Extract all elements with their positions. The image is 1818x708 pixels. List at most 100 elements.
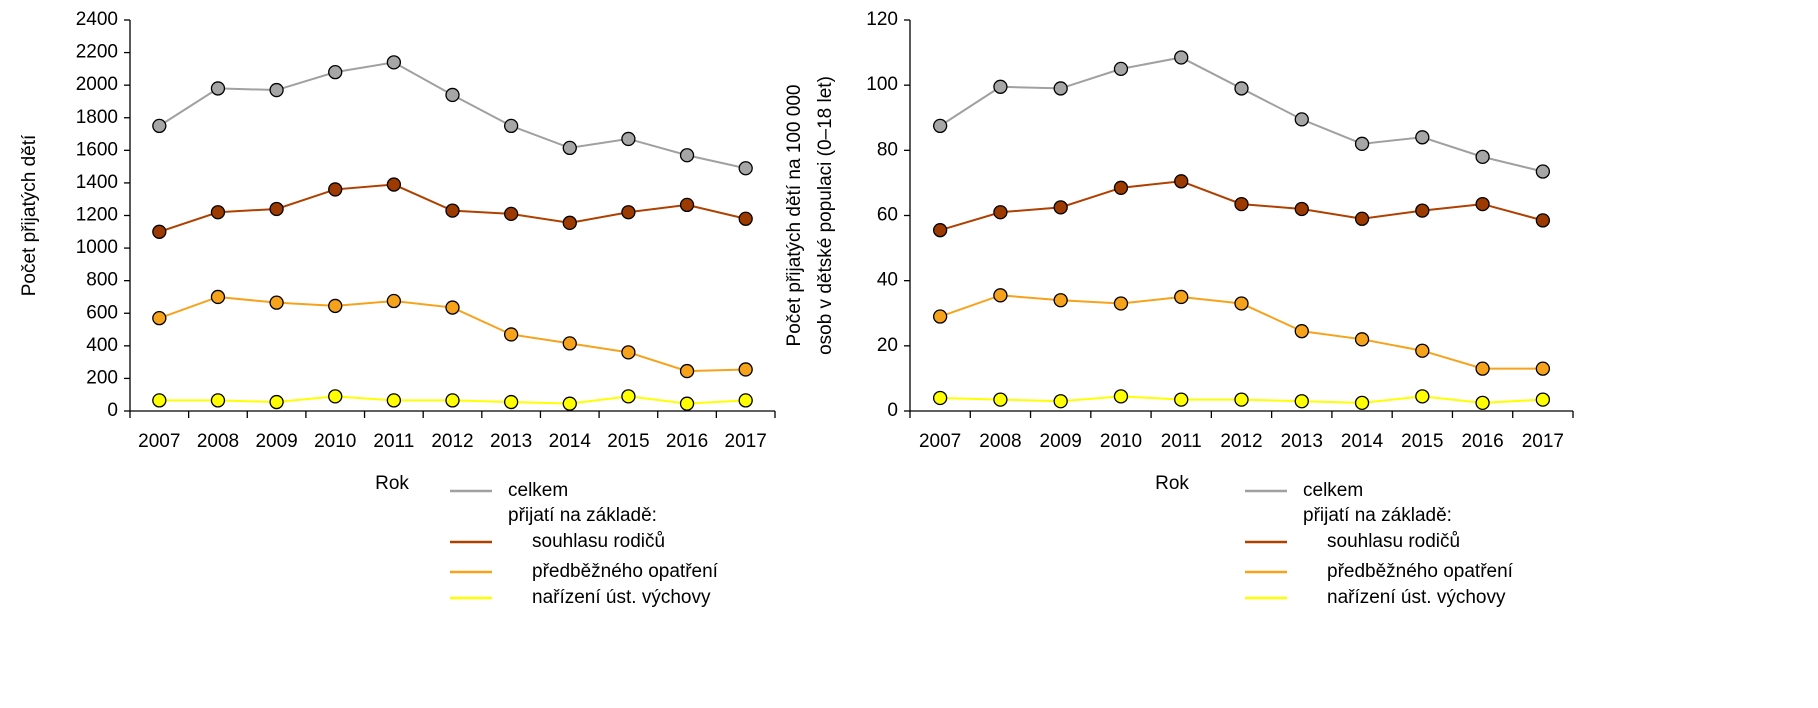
x-tick-label: 2007 — [919, 431, 961, 452]
marker — [328, 64, 343, 80]
marker — [445, 203, 460, 218]
marker — [932, 390, 948, 406]
marker — [738, 393, 753, 408]
marker — [1475, 395, 1490, 411]
legend-label: souhlasu rodičů — [532, 531, 665, 552]
marker — [1294, 112, 1309, 127]
legend-label: nařízení úst. výchovy — [532, 587, 711, 608]
marker — [386, 55, 402, 70]
marker — [562, 140, 577, 156]
x-tick-label: 2013 — [1281, 431, 1323, 452]
marker — [1174, 50, 1189, 65]
marker — [1113, 296, 1129, 311]
marker — [738, 161, 753, 176]
x-tick-label: 2011 — [373, 431, 414, 452]
marker — [1354, 395, 1370, 411]
y-tick-label: 100 — [866, 74, 898, 95]
marker — [210, 393, 226, 408]
marker — [993, 392, 1008, 407]
marker — [562, 396, 577, 411]
marker — [1354, 136, 1370, 151]
y-axis-label: osob v dětské populaci (0–18 let) — [815, 76, 836, 355]
x-tick-label: 2015 — [1401, 431, 1443, 452]
marker — [679, 363, 695, 379]
x-tick-label: 2014 — [549, 431, 592, 452]
marker — [152, 310, 167, 326]
legend-label: nařízení úst. výchovy — [1327, 587, 1506, 608]
series-line — [939, 56, 1544, 173]
marker — [932, 223, 948, 238]
marker — [328, 389, 343, 404]
marker — [269, 394, 284, 410]
x-axis-label: Rok — [1155, 473, 1189, 494]
marker — [1475, 196, 1490, 212]
x-tick-label: 2009 — [1040, 431, 1082, 452]
marker — [210, 81, 226, 96]
marker — [621, 131, 636, 147]
marker — [1053, 200, 1068, 215]
y-tick-label: 2200 — [76, 42, 118, 63]
marker — [993, 288, 1008, 303]
marker — [503, 118, 519, 134]
marker — [1053, 394, 1068, 409]
marker — [386, 393, 402, 408]
marker — [1535, 361, 1551, 376]
y-tick-label: 1400 — [76, 172, 118, 193]
marker — [932, 118, 948, 134]
marker — [1535, 164, 1551, 179]
legend-label: předběžného opatření — [1327, 561, 1514, 582]
marker — [445, 300, 460, 315]
x-tick-label: 2012 — [1220, 431, 1262, 452]
y-tick-label: 800 — [86, 270, 118, 291]
marker — [1475, 149, 1490, 165]
legend-label: celkem — [508, 480, 568, 501]
marker — [621, 389, 636, 404]
marker — [1294, 324, 1309, 339]
x-axis-label: Rok — [375, 473, 409, 494]
marker — [1174, 174, 1189, 189]
y-tick-label: 40 — [877, 270, 898, 291]
marker — [1053, 293, 1068, 308]
series-line — [158, 61, 746, 170]
marker — [1113, 389, 1129, 404]
marker — [386, 293, 402, 309]
y-tick-label: 2400 — [76, 9, 118, 30]
y-tick-label: 1800 — [76, 107, 118, 128]
x-tick-label: 2015 — [607, 431, 649, 452]
marker — [932, 309, 948, 324]
marker — [1113, 61, 1129, 77]
marker — [386, 177, 402, 192]
y-tick-label: 0 — [107, 400, 118, 421]
y-tick-label: 400 — [86, 335, 118, 356]
marker — [738, 362, 753, 377]
marker — [269, 201, 284, 217]
marker — [1415, 343, 1430, 358]
y-tick-label: 20 — [877, 335, 898, 356]
x-tick-label: 2016 — [666, 431, 708, 452]
x-tick-label: 2007 — [138, 431, 180, 452]
marker — [1294, 394, 1309, 409]
marker — [1234, 81, 1249, 96]
x-tick-label: 2010 — [314, 431, 356, 452]
marker — [993, 205, 1008, 220]
marker — [679, 148, 695, 163]
marker — [269, 82, 284, 98]
x-tick-label: 2008 — [979, 431, 1021, 452]
marker — [1415, 203, 1430, 218]
marker — [503, 394, 519, 410]
x-tick-label: 2009 — [255, 431, 297, 452]
marker — [562, 215, 577, 230]
marker — [1354, 332, 1370, 347]
y-axis-label: Počet přijatých dětí — [19, 134, 40, 296]
marker — [445, 87, 460, 103]
marker — [1234, 392, 1249, 407]
x-tick-label: 2013 — [490, 431, 532, 452]
marker — [1234, 196, 1249, 212]
legend-label: předběžného opatření — [532, 561, 719, 582]
marker — [1415, 389, 1430, 404]
legend-label: souhlasu rodičů — [1327, 531, 1460, 552]
marker — [1475, 361, 1490, 376]
legend-group-label: přijatí na základě: — [1303, 505, 1452, 526]
y-tick-label: 1200 — [76, 205, 118, 226]
